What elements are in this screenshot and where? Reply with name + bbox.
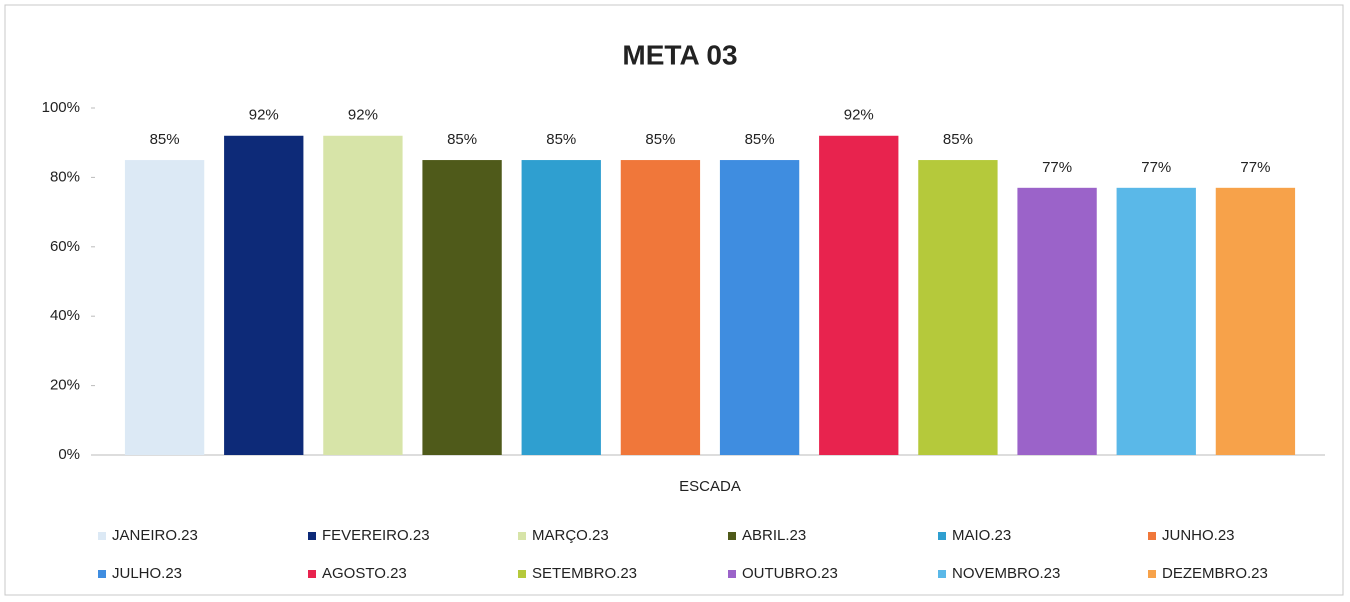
bar bbox=[1116, 187, 1196, 455]
legend-marker bbox=[1148, 532, 1156, 540]
value-label: 85% bbox=[943, 131, 973, 148]
legend-label: OUTUBRO.23 bbox=[742, 565, 838, 582]
legend-marker bbox=[728, 570, 736, 578]
legend-marker bbox=[98, 570, 106, 578]
chart-title: META 03 bbox=[622, 39, 737, 70]
value-label: 92% bbox=[348, 107, 378, 124]
legend-marker bbox=[728, 532, 736, 540]
value-label: 92% bbox=[844, 107, 874, 124]
value-label: 85% bbox=[645, 131, 675, 148]
legend-marker bbox=[518, 570, 526, 578]
value-label: 85% bbox=[546, 131, 576, 148]
legend-label: MAIO.23 bbox=[952, 527, 1011, 544]
bar bbox=[323, 135, 403, 455]
value-label: 85% bbox=[150, 131, 180, 148]
y-tick-label: 60% bbox=[50, 238, 80, 255]
y-tick-label: 100% bbox=[42, 99, 80, 116]
legend-marker bbox=[938, 532, 946, 540]
legend-marker bbox=[1148, 570, 1156, 578]
bar bbox=[224, 135, 304, 455]
legend-marker bbox=[98, 532, 106, 540]
y-tick-label: 20% bbox=[50, 377, 80, 394]
legend-marker bbox=[308, 570, 316, 578]
value-label: 77% bbox=[1240, 159, 1270, 176]
bar bbox=[422, 160, 502, 456]
legend-label: DEZEMBRO.23 bbox=[1162, 565, 1268, 582]
legend-label: AGOSTO.23 bbox=[322, 565, 407, 582]
value-label: 77% bbox=[1141, 159, 1171, 176]
legend-marker bbox=[308, 532, 316, 540]
y-tick-label: 80% bbox=[50, 168, 80, 185]
legend-marker bbox=[938, 570, 946, 578]
legend-label: NOVEMBRO.23 bbox=[952, 565, 1060, 582]
bar bbox=[1215, 187, 1296, 455]
bar bbox=[124, 160, 205, 456]
value-label: 77% bbox=[1042, 159, 1072, 176]
legend-label: SETEMBRO.23 bbox=[532, 565, 637, 582]
bar bbox=[521, 160, 601, 456]
legend-label: JULHO.23 bbox=[112, 565, 182, 582]
legend-label: JANEIRO.23 bbox=[112, 527, 198, 544]
legend-label: MARÇO.23 bbox=[532, 527, 609, 544]
bar bbox=[918, 160, 998, 456]
bar bbox=[819, 135, 899, 455]
value-label: 85% bbox=[447, 131, 477, 148]
bar bbox=[620, 160, 701, 456]
value-label: 92% bbox=[249, 107, 279, 124]
y-tick-label: 40% bbox=[50, 307, 80, 324]
legend-label: JUNHO.23 bbox=[1162, 527, 1235, 544]
bar bbox=[1017, 187, 1097, 455]
value-label: 85% bbox=[745, 131, 775, 148]
legend-marker bbox=[518, 532, 526, 540]
bar bbox=[719, 160, 800, 456]
legend-label: FEVEREIRO.23 bbox=[322, 527, 430, 544]
x-tick-label: ESCADA bbox=[679, 478, 741, 495]
legend-label: ABRIL.23 bbox=[742, 527, 806, 544]
y-tick-label: 0% bbox=[58, 446, 80, 463]
